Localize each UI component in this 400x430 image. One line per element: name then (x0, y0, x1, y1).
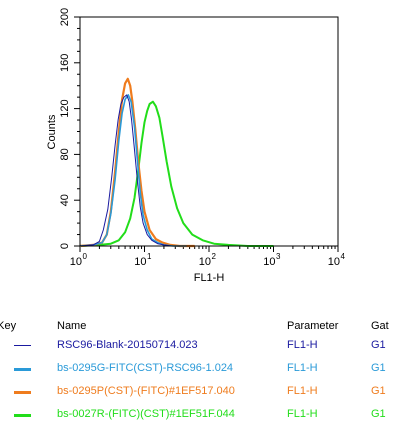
y-tick-label: 40 (59, 194, 71, 206)
series-group (79, 77, 274, 248)
y-tick-labels: 0 40 80 120 160 200 (59, 8, 71, 249)
legend-table: atKey Name Parameter Gat 1RSC96-Blank-20… (0, 317, 400, 430)
x-tick-exponent: 1 (147, 252, 152, 261)
series-line-1 (79, 94, 184, 247)
x-axis-label: FL1-H (194, 272, 225, 284)
legend-swatch (14, 345, 31, 346)
legend-gate: G1 (371, 408, 386, 420)
legend-header-name: Name (57, 320, 87, 332)
x-tick-exponent: 2 (212, 252, 217, 261)
series-line-4 (79, 100, 274, 247)
legend-gate: G1 (371, 385, 386, 397)
legend-header-parameter: Parameter (287, 320, 339, 332)
legend-swatch (14, 368, 31, 371)
axis-ticks (74, 16, 339, 252)
x-tick-label: 10 (134, 256, 146, 268)
legend-gate: G1 (371, 339, 386, 351)
series-line-2 (79, 94, 187, 247)
y-tick-label: 80 (59, 148, 71, 160)
y-tick-label: 200 (59, 8, 71, 26)
legend-name: bs-0295G-FITC(CST)-RSC96-1.024 (57, 362, 234, 374)
legend-parameter: FL1-H (287, 339, 318, 351)
legend-header-key: atKey (0, 320, 17, 332)
legend-swatch (14, 414, 31, 417)
legend-header-row: atKey Name Parameter Gat (0, 317, 400, 335)
legend-parameter: FL1-H (287, 385, 318, 397)
plot-frame (79, 16, 339, 247)
x-tick-label: 10 (70, 256, 82, 268)
legend-parameter: FL1-H (287, 362, 318, 374)
x-tick-exponent: 0 (83, 252, 88, 261)
legend-swatch (14, 391, 31, 394)
legend-name: bs-0295P(CST)-(FITC)#1EF517.040 (57, 385, 235, 397)
x-tick-exponent: 3 (276, 252, 281, 261)
x-tick-label: 10 (199, 256, 211, 268)
x-tick-label: 10 (263, 256, 275, 268)
x-tick-exponent: 4 (341, 252, 346, 261)
x-tick-labels: 10 0 10 1 10 2 10 3 10 4 (70, 252, 346, 268)
y-tick-label: 0 (59, 243, 71, 249)
x-tick-label: 10 (328, 256, 340, 268)
legend-gate: G1 (371, 362, 386, 374)
legend-name: bs-0027R-(FITC)(CST)#1EF51F.044 (57, 408, 235, 420)
y-axis-label: Counts (46, 114, 58, 149)
legend-name: RSC96-Blank-20150714.023 (57, 339, 198, 351)
y-tick-label: 120 (59, 99, 71, 117)
y-tick-label: 160 (59, 54, 71, 72)
legend-header-gate: Gat (371, 320, 389, 332)
legend-parameter: FL1-H (287, 408, 318, 420)
